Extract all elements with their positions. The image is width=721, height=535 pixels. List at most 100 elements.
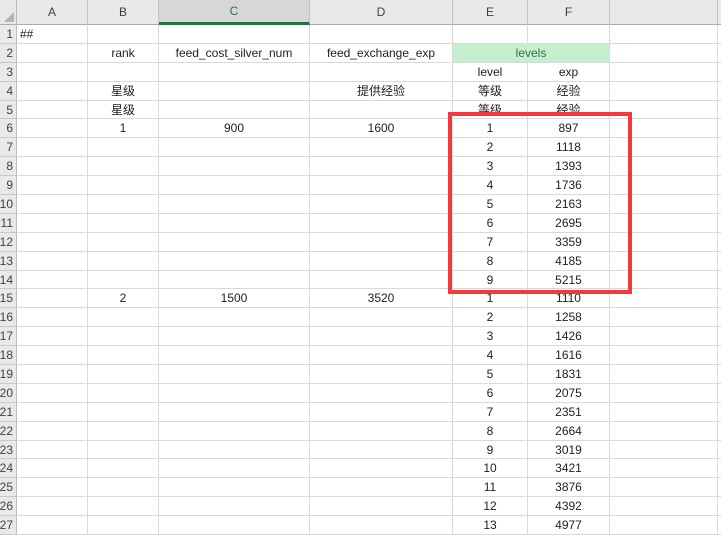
cell-a20[interactable] [17,383,88,403]
cell-a13[interactable] [17,251,88,271]
column-header-blank-7[interactable] [718,0,721,25]
cell-d15[interactable]: 3520 [310,289,453,309]
cell-f27[interactable]: 4977 [528,516,610,535]
cell-e20[interactable]: 6 [453,383,528,403]
cell-f5[interactable]: 经验 [528,100,610,120]
cell-d14[interactable] [310,270,453,290]
cell-f25[interactable]: 3876 [528,478,610,498]
row-header-24[interactable]: 24 [0,459,17,479]
cell-a22[interactable] [17,421,88,441]
cell-h9[interactable] [718,176,721,196]
cell-g23[interactable] [610,440,718,460]
cell-d21[interactable] [310,402,453,422]
cell-a19[interactable] [17,365,88,384]
cell-g26[interactable] [610,497,718,517]
cell-f21[interactable]: 2351 [528,402,610,422]
cell-e17[interactable]: 3 [453,327,528,347]
cell-a4[interactable] [17,81,88,101]
cell-e12[interactable]: 7 [453,232,528,252]
cell-g15[interactable] [610,289,718,309]
cell-c19[interactable] [159,365,310,384]
row-header-19[interactable]: 19 [0,365,17,384]
cell-f7[interactable]: 1118 [528,138,610,158]
cell-c11[interactable] [159,213,310,233]
cell-f9[interactable]: 1736 [528,176,610,196]
cell-e19[interactable]: 5 [453,365,528,384]
cell-d7[interactable] [310,138,453,158]
cell-c2[interactable]: feed_cost_silver_num [159,43,310,63]
cell-e22[interactable]: 8 [453,421,528,441]
cell-h12[interactable] [718,233,721,252]
cell-f15[interactable]: 1110 [528,289,610,309]
cell-g16[interactable] [610,308,718,328]
cell-h2[interactable] [718,44,721,63]
cell-b12[interactable] [88,232,159,252]
cell-d17[interactable] [310,327,453,347]
cell-a15[interactable] [17,289,88,309]
row-header-12[interactable]: 12 [0,232,17,252]
cell-d26[interactable] [310,497,453,517]
cell-h7[interactable] [718,138,721,158]
column-header-c[interactable]: C [159,0,310,25]
cell-b1[interactable] [88,25,159,44]
cell-a3[interactable] [17,62,88,82]
cell-a18[interactable] [17,346,88,366]
cell-c5[interactable] [159,100,310,120]
cell-a16[interactable] [17,308,88,328]
row-header-18[interactable]: 18 [0,346,17,366]
cell-e15[interactable]: 1 [453,289,528,309]
cell-f3[interactable]: exp [528,62,610,82]
cell-g20[interactable] [610,383,718,403]
cell-b7[interactable] [88,138,159,158]
cell-a26[interactable] [17,497,88,517]
cell-e6[interactable]: 1 [453,119,528,139]
cell-f20[interactable]: 2075 [528,383,610,403]
cell-f11[interactable]: 2695 [528,213,610,233]
cell-e2[interactable]: levels [453,43,610,63]
cell-g24[interactable] [610,459,718,479]
cell-a2[interactable] [17,43,88,63]
cell-h16[interactable] [718,308,721,328]
cell-b16[interactable] [88,308,159,328]
select-all-button[interactable] [0,0,17,25]
row-header-27[interactable]: 27 [0,516,17,535]
cell-a1[interactable]: ## [17,25,88,44]
cell-a12[interactable] [17,232,88,252]
cell-e1[interactable] [453,25,528,44]
row-header-5[interactable]: 5 [0,100,17,120]
cell-b3[interactable] [88,62,159,82]
cell-h24[interactable] [718,459,721,479]
cell-h17[interactable] [718,327,721,347]
cell-d25[interactable] [310,478,453,498]
cell-a14[interactable] [17,270,88,290]
cell-d10[interactable] [310,195,453,214]
cell-f16[interactable]: 1258 [528,308,610,328]
cell-f23[interactable]: 3019 [528,440,610,460]
cell-c24[interactable] [159,459,310,479]
column-header-blank-6[interactable] [610,0,718,25]
cell-f18[interactable]: 1616 [528,346,610,366]
cell-e11[interactable]: 6 [453,213,528,233]
cell-g22[interactable] [610,421,718,441]
row-header-14[interactable]: 14 [0,270,17,290]
cell-f1[interactable] [528,25,610,44]
cell-e25[interactable]: 11 [453,478,528,498]
row-header-25[interactable]: 25 [0,478,17,498]
cell-e5[interactable]: 等级 [453,100,528,120]
row-header-23[interactable]: 23 [0,440,17,460]
cell-d2[interactable]: feed_exchange_exp [310,43,453,63]
cell-f10[interactable]: 2163 [528,195,610,214]
row-header-13[interactable]: 13 [0,251,17,271]
cell-g25[interactable] [610,478,718,498]
column-header-d[interactable]: D [310,0,453,25]
cell-b18[interactable] [88,346,159,366]
cell-f4[interactable]: 经验 [528,81,610,101]
cell-c20[interactable] [159,383,310,403]
cell-c21[interactable] [159,402,310,422]
cell-a9[interactable] [17,176,88,196]
cell-c6[interactable]: 900 [159,119,310,139]
cell-b23[interactable] [88,440,159,460]
row-header-3[interactable]: 3 [0,62,17,82]
row-header-1[interactable]: 1 [0,25,17,44]
cell-g8[interactable] [610,157,718,177]
